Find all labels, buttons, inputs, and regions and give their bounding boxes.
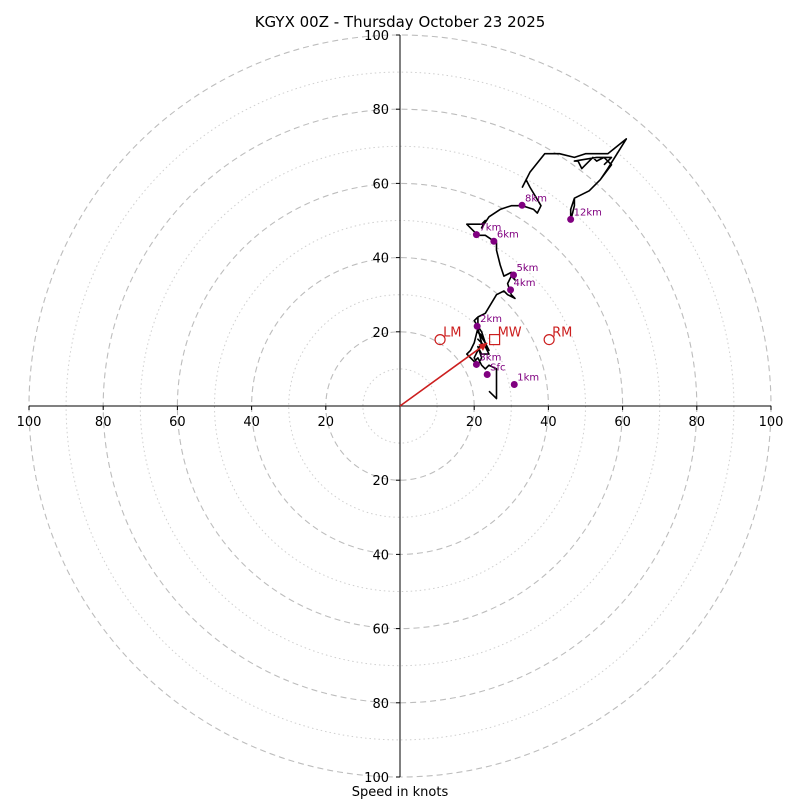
height-label-7km: 7km — [479, 223, 501, 234]
chart-title: KGYX 00Z - Thursday October 23 2025 — [255, 13, 546, 31]
x-tick-label: 40 — [540, 415, 557, 430]
axis-tick-labels: 20 20 20 20 40 40 40 40 60 60 60 60 80 80 80 80 100 100 10… — [17, 29, 784, 786]
height-marker-sfc — [483, 370, 491, 378]
height-marker-12km — [567, 215, 575, 223]
x-tick-label: 60 — [614, 415, 631, 430]
storm-motion-markers: LM MW RM — [434, 326, 572, 346]
x-tick-label: 80 — [95, 415, 112, 430]
bunkers-vector-line — [399, 342, 488, 407]
height-label-2km: 2km — [480, 314, 502, 325]
x-tick-label: 80 — [689, 415, 706, 430]
x-tick-label: 40 — [243, 415, 260, 430]
y-tick-label: 20 — [372, 474, 389, 489]
height-marker-2km — [473, 322, 481, 330]
height-label-3km: 3km — [479, 352, 501, 363]
y-tick-label: 20 — [372, 326, 389, 341]
mean-wind-marker — [489, 333, 501, 346]
height-label-1km: 1km — [517, 372, 539, 383]
height-label-6km: 6km — [497, 229, 519, 240]
y-tick-label: 60 — [372, 177, 389, 192]
x-tick-label: 20 — [466, 415, 483, 430]
height-marker-3km — [472, 360, 480, 368]
right-mover-label: RM — [552, 326, 572, 341]
bunkers-vector-arrowhead — [478, 342, 488, 351]
y-tick-label: 100 — [364, 29, 389, 44]
height-marker-8km — [518, 201, 526, 209]
x-tick-label: 20 — [318, 415, 335, 430]
height-label-8km: 8km — [525, 193, 547, 204]
y-tick-label: 40 — [372, 548, 389, 563]
left-mover-label: LM — [443, 326, 461, 341]
x-axis-label: Speed in knots — [352, 785, 449, 800]
y-tick-label: 60 — [372, 623, 389, 638]
height-marker-1km — [510, 380, 518, 388]
y-tick-label: 40 — [372, 252, 389, 267]
bunkers-vector — [399, 342, 488, 407]
y-tick-label: 80 — [372, 103, 389, 118]
y-tick-label: 80 — [372, 697, 389, 712]
height-marker-4km — [507, 286, 515, 294]
height-marker-5km — [510, 271, 518, 279]
hodograph-trace — [465, 138, 628, 400]
left-mover-marker — [434, 333, 446, 346]
x-tick-label: 100 — [17, 415, 42, 430]
x-tick-label: 100 — [759, 415, 784, 430]
height-label-sfc: Sfc — [490, 362, 505, 373]
right-mover-marker — [543, 333, 555, 346]
y-tick-label: 100 — [364, 771, 389, 786]
height-marker-7km — [472, 231, 480, 239]
mean-wind-label: MW — [498, 326, 522, 341]
height-label-12km: 12km — [574, 207, 602, 218]
height-marker-6km — [490, 237, 498, 245]
height-label-5km: 5km — [517, 263, 539, 274]
height-label-4km: 4km — [514, 278, 536, 289]
x-tick-label: 60 — [169, 415, 186, 430]
hodograph-line — [465, 138, 628, 400]
